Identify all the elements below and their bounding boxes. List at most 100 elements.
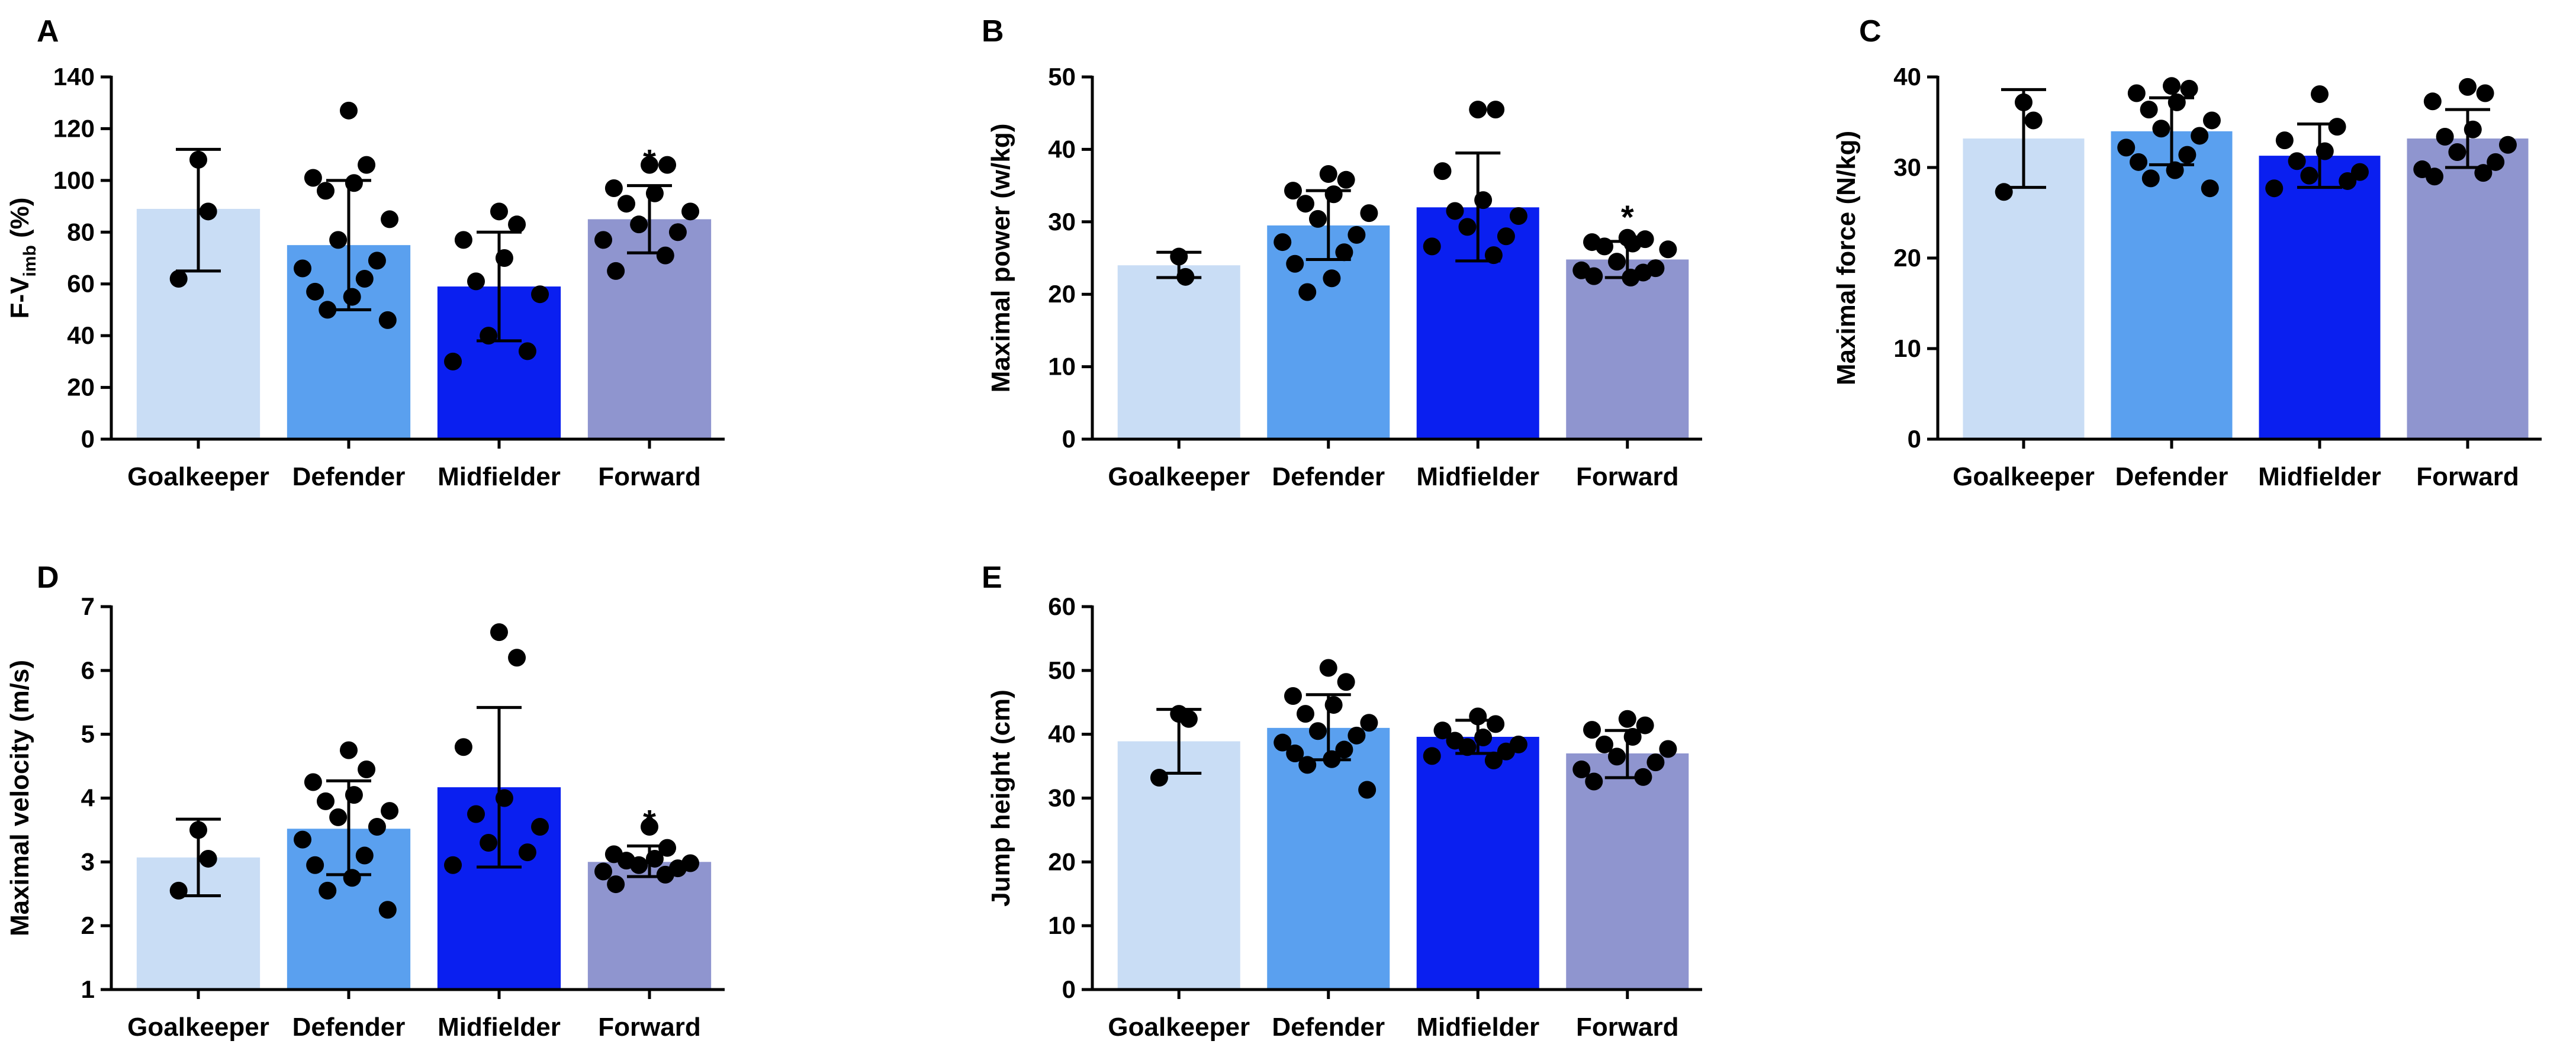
data-point bbox=[1572, 760, 1591, 778]
y-tick-label: 60 bbox=[67, 270, 95, 298]
panel-letter: C bbox=[1859, 14, 1882, 49]
data-point bbox=[607, 262, 625, 280]
data-point bbox=[1337, 170, 1355, 189]
data-point bbox=[1296, 195, 1314, 213]
y-tick-label: 50 bbox=[1048, 656, 1076, 684]
x-tick-label: Midfielder bbox=[2258, 462, 2381, 491]
data-point bbox=[1622, 269, 1640, 287]
data-point bbox=[1273, 233, 1292, 252]
data-point bbox=[1618, 710, 1636, 728]
data-point bbox=[1423, 237, 1441, 256]
y-tick-label: 10 bbox=[1893, 334, 1921, 362]
y-tick-label: 10 bbox=[1048, 911, 1076, 939]
data-point bbox=[345, 786, 363, 804]
data-point bbox=[2328, 118, 2346, 136]
data-point bbox=[304, 773, 322, 791]
data-point bbox=[480, 833, 498, 852]
data-point bbox=[2024, 111, 2043, 130]
data-point bbox=[2191, 127, 2209, 145]
y-tick-label: 5 bbox=[81, 720, 95, 748]
x-tick-label: Goalkeeper bbox=[1108, 1013, 1250, 1042]
y-tick-label: 30 bbox=[1893, 153, 1921, 181]
data-point bbox=[1433, 721, 1452, 740]
y-axis-title: F-Vimb (%) bbox=[5, 198, 40, 319]
panel-letter: A bbox=[37, 14, 59, 49]
data-point bbox=[1509, 207, 1527, 225]
data-point bbox=[340, 741, 358, 759]
data-point bbox=[668, 223, 687, 241]
bar bbox=[1566, 753, 1689, 990]
data-point bbox=[1484, 246, 1503, 265]
data-point bbox=[1298, 756, 1317, 774]
data-point bbox=[618, 195, 636, 213]
data-point bbox=[454, 738, 472, 756]
data-point bbox=[1469, 707, 1487, 726]
data-point bbox=[1337, 673, 1355, 691]
data-point bbox=[2426, 167, 2444, 186]
data-point bbox=[1308, 210, 1327, 228]
y-axis-title: Jump height (cm) bbox=[986, 689, 1015, 907]
data-point bbox=[1323, 269, 1341, 288]
bar bbox=[2259, 156, 2381, 439]
y-axis-title: Maximal power (w/kg) bbox=[986, 124, 1015, 393]
data-point bbox=[1634, 768, 1652, 786]
panel-letter: E bbox=[982, 560, 1002, 595]
data-point bbox=[2127, 84, 2146, 102]
data-point bbox=[345, 174, 363, 192]
panel-a: A * 0 20 40 60 80 100 120 140 Goalkeeper Defender Mi… bbox=[5, 14, 725, 491]
y-tick-label: 60 bbox=[1048, 592, 1076, 620]
y-axis-title: Maximal velocity (m/s) bbox=[5, 660, 34, 936]
data-point bbox=[681, 202, 700, 221]
x-tick-label: Midfielder bbox=[438, 462, 561, 491]
y-axis-title-main: Maximal velocity (m/s) bbox=[5, 660, 34, 936]
data-point bbox=[1659, 240, 1677, 259]
data-point bbox=[1286, 254, 1304, 273]
x-tick-label: Midfielder bbox=[1416, 462, 1539, 491]
data-point bbox=[189, 821, 207, 839]
panel-e: E 0 10 20 30 40 50 60 Goalkeeper Defender Midfield… bbox=[982, 560, 1702, 1042]
bar bbox=[587, 219, 712, 439]
data-point bbox=[343, 869, 361, 887]
data-point bbox=[1585, 772, 1603, 791]
data-point bbox=[1595, 237, 1613, 256]
data-point bbox=[490, 623, 508, 642]
data-point bbox=[1170, 247, 1188, 266]
y-tick-label: 100 bbox=[53, 166, 95, 194]
panel-letter: B bbox=[982, 14, 1004, 49]
data-point bbox=[2350, 163, 2369, 181]
y-axis-title-main: F-V bbox=[5, 276, 34, 319]
data-point bbox=[467, 805, 485, 823]
data-point bbox=[368, 252, 386, 270]
data-point bbox=[1583, 721, 1601, 739]
data-point bbox=[518, 342, 536, 360]
data-point bbox=[2015, 93, 2033, 111]
x-tick-label: Midfielder bbox=[1416, 1013, 1539, 1042]
data-point bbox=[1150, 768, 1168, 787]
data-point bbox=[2288, 152, 2306, 170]
data-point bbox=[594, 231, 613, 249]
data-point bbox=[319, 881, 337, 900]
data-point bbox=[656, 865, 674, 884]
y-tick-label: 30 bbox=[1048, 784, 1076, 812]
data-point bbox=[317, 182, 335, 200]
bar bbox=[1566, 259, 1689, 439]
data-point bbox=[1298, 283, 1317, 301]
data-point bbox=[1360, 204, 1378, 223]
data-point bbox=[1176, 268, 1195, 286]
y-tick-label: 20 bbox=[1893, 244, 1921, 272]
data-point bbox=[2498, 136, 2517, 154]
data-point bbox=[454, 231, 472, 249]
data-point bbox=[329, 231, 348, 249]
data-point bbox=[630, 215, 648, 234]
data-point bbox=[444, 856, 462, 874]
data-point bbox=[199, 849, 217, 868]
data-point bbox=[2464, 120, 2482, 138]
y-tick-label: 7 bbox=[81, 592, 95, 620]
data-point bbox=[2300, 166, 2318, 185]
significance-mark: * bbox=[643, 143, 656, 180]
x-tick-label: Goalkeeper bbox=[127, 462, 269, 491]
data-point bbox=[1358, 781, 1377, 799]
y-tick-label: 40 bbox=[67, 321, 95, 349]
y-tick-label: 3 bbox=[81, 848, 95, 875]
data-point bbox=[368, 818, 386, 836]
